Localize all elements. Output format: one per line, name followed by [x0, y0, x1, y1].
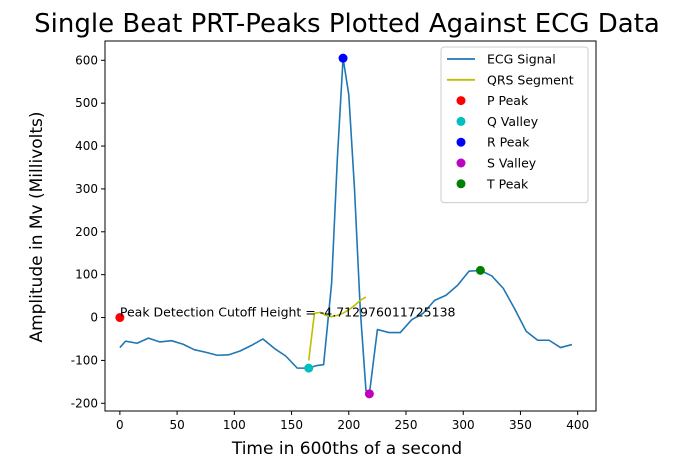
- legend-label: QRS Segment: [487, 72, 574, 87]
- x-tick-label: 150: [280, 418, 303, 432]
- y-tick-label: 100: [75, 268, 98, 282]
- point-q-valley: [304, 363, 314, 373]
- legend-label: S Valley: [487, 156, 537, 171]
- legend: ECG Signal QRS Segment P Peak Q Valley R Pea…: [440, 46, 589, 204]
- legend-label: Q Valley: [487, 114, 539, 129]
- y-tick-label: 400: [75, 139, 98, 153]
- legend-label: ECG Signal: [487, 52, 556, 67]
- x-tick-label: 350: [509, 418, 532, 432]
- legend-swatch-marker: [456, 137, 466, 147]
- legend-label: T Peak: [486, 176, 529, 191]
- legend-label: R Peak: [487, 135, 530, 150]
- legend-swatch-marker: [456, 116, 466, 126]
- point-p-peak: [115, 313, 125, 323]
- x-tick-label: 250: [395, 418, 418, 432]
- x-tick-label: 400: [566, 418, 589, 432]
- plot-area: 0 50 100 150 200 250 300 350 400 -200 -100 0 100 200 3…: [71, 40, 597, 432]
- legend-swatch-marker: [456, 158, 466, 168]
- chart-title: Single Beat PRT-Peaks Plotted Against EC…: [34, 9, 660, 39]
- y-tick-label: 200: [75, 225, 98, 239]
- x-tick-label: 0: [116, 418, 124, 432]
- y-tick-label: 500: [75, 96, 98, 110]
- x-tick-label: 300: [452, 418, 475, 432]
- y-tick-label: 600: [75, 53, 98, 67]
- legend-label: P Peak: [487, 93, 529, 108]
- axes-frame: [104, 40, 597, 412]
- y-tick-label: 300: [75, 182, 98, 196]
- legend-swatch-marker: [456, 96, 466, 106]
- legend-swatch-marker: [456, 179, 466, 189]
- cutoff-annotation: Peak Detection Cutoff Height = -4.712976…: [120, 305, 456, 320]
- x-tick-label: 50: [169, 418, 184, 432]
- point-s-valley: [364, 389, 374, 399]
- series-line-qrs-segment: [307, 296, 367, 361]
- x-axis-title: Time in 600ths of a second: [231, 439, 462, 459]
- legend-box: [440, 46, 589, 204]
- y-tick-label: -200: [71, 396, 98, 410]
- point-t-peak: [475, 265, 485, 275]
- x-tick-label: 200: [337, 418, 360, 432]
- point-r-peak: [338, 53, 348, 63]
- y-tick-label: 0: [90, 311, 98, 325]
- y-axis-title: Amplitude in Mv (Millivolts): [27, 111, 47, 342]
- y-tick-label: -100: [71, 353, 98, 367]
- x-tick-label: 100: [223, 418, 246, 432]
